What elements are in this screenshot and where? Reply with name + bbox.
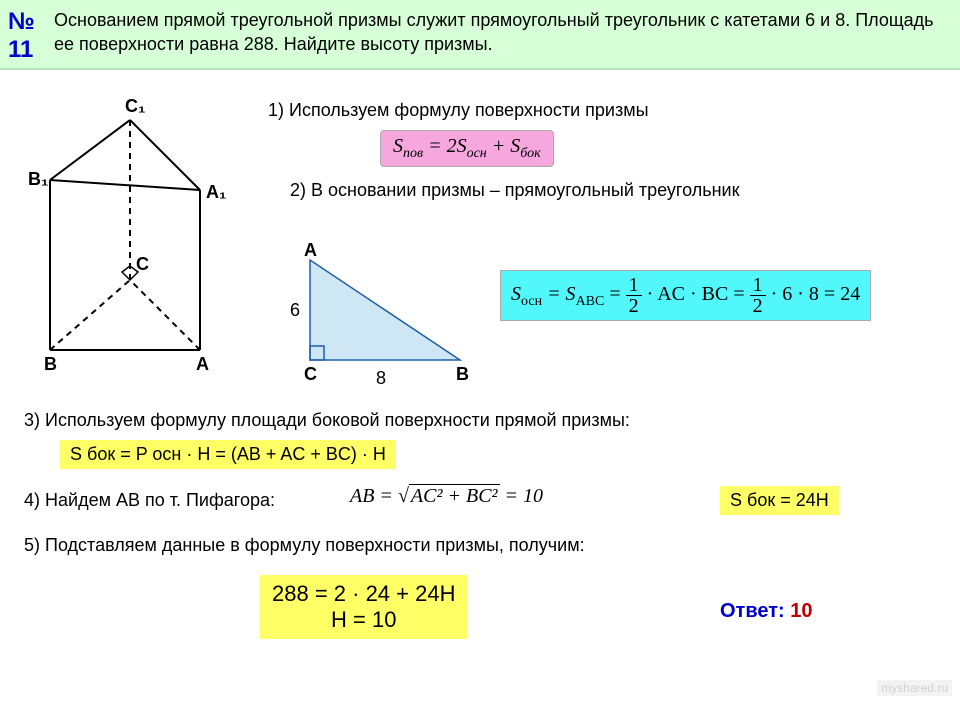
problem-number: № 11 <box>6 8 54 68</box>
formula-sbok24: S бок = 24H <box>720 486 839 515</box>
label-b: B <box>44 354 57 374</box>
formula-base-area: Sосн = SABC = 12 · AC · BC = 12 · 6 · 8 … <box>500 270 871 321</box>
leg-8: 8 <box>376 368 386 388</box>
formula-surface: Sпов = 2Sосн + Sбок <box>380 130 554 167</box>
step5-text: 5) Подставляем данные в формулу поверхно… <box>24 535 585 556</box>
step1-text: 1) Используем формулу поверхности призмы <box>268 100 649 121</box>
answer: Ответ: 10 <box>720 600 813 623</box>
label-c1: C₁ <box>125 96 145 116</box>
label-c: C <box>136 254 149 274</box>
watermark: myshared.ru <box>877 680 952 696</box>
label-a: A <box>196 354 209 374</box>
answer-value: 10 <box>790 600 812 622</box>
formula-pythagoras: AB = √AC² + BC² = 10 <box>350 485 543 508</box>
label-a1: A₁ <box>206 182 226 202</box>
problem-header: № 11 Основанием прямой треугольной призм… <box>0 0 960 70</box>
leg-6: 6 <box>290 300 300 320</box>
tri-c: C <box>304 364 317 384</box>
content-area: C₁ B₁ A₁ C B A 1) Используем формулу пов… <box>0 70 960 700</box>
problem-text: Основанием прямой треугольной призмы слу… <box>54 8 954 63</box>
label-b1: B₁ <box>28 169 48 189</box>
answer-label: Ответ: <box>720 600 790 622</box>
s-pov: S <box>393 135 403 157</box>
step4-text: 4) Найдем AB по т. Пифагора: <box>24 490 275 511</box>
triangle-diagram: A C B 6 8 <box>280 240 480 390</box>
formula-lateral: S бок = P осн · H = (AB + AC + BC) · H <box>60 440 396 469</box>
step3-text: 3) Используем формулу площади боковой по… <box>24 410 630 431</box>
prism-diagram: C₁ B₁ A₁ C B A <box>20 90 240 380</box>
tri-b: B <box>456 364 469 384</box>
tri-a: A <box>304 240 317 260</box>
step2-text: 2) В основании призмы – прямоугольный тр… <box>290 180 739 201</box>
formula-final: 288 = 2 · 24 + 24H H = 10 <box>260 575 467 639</box>
